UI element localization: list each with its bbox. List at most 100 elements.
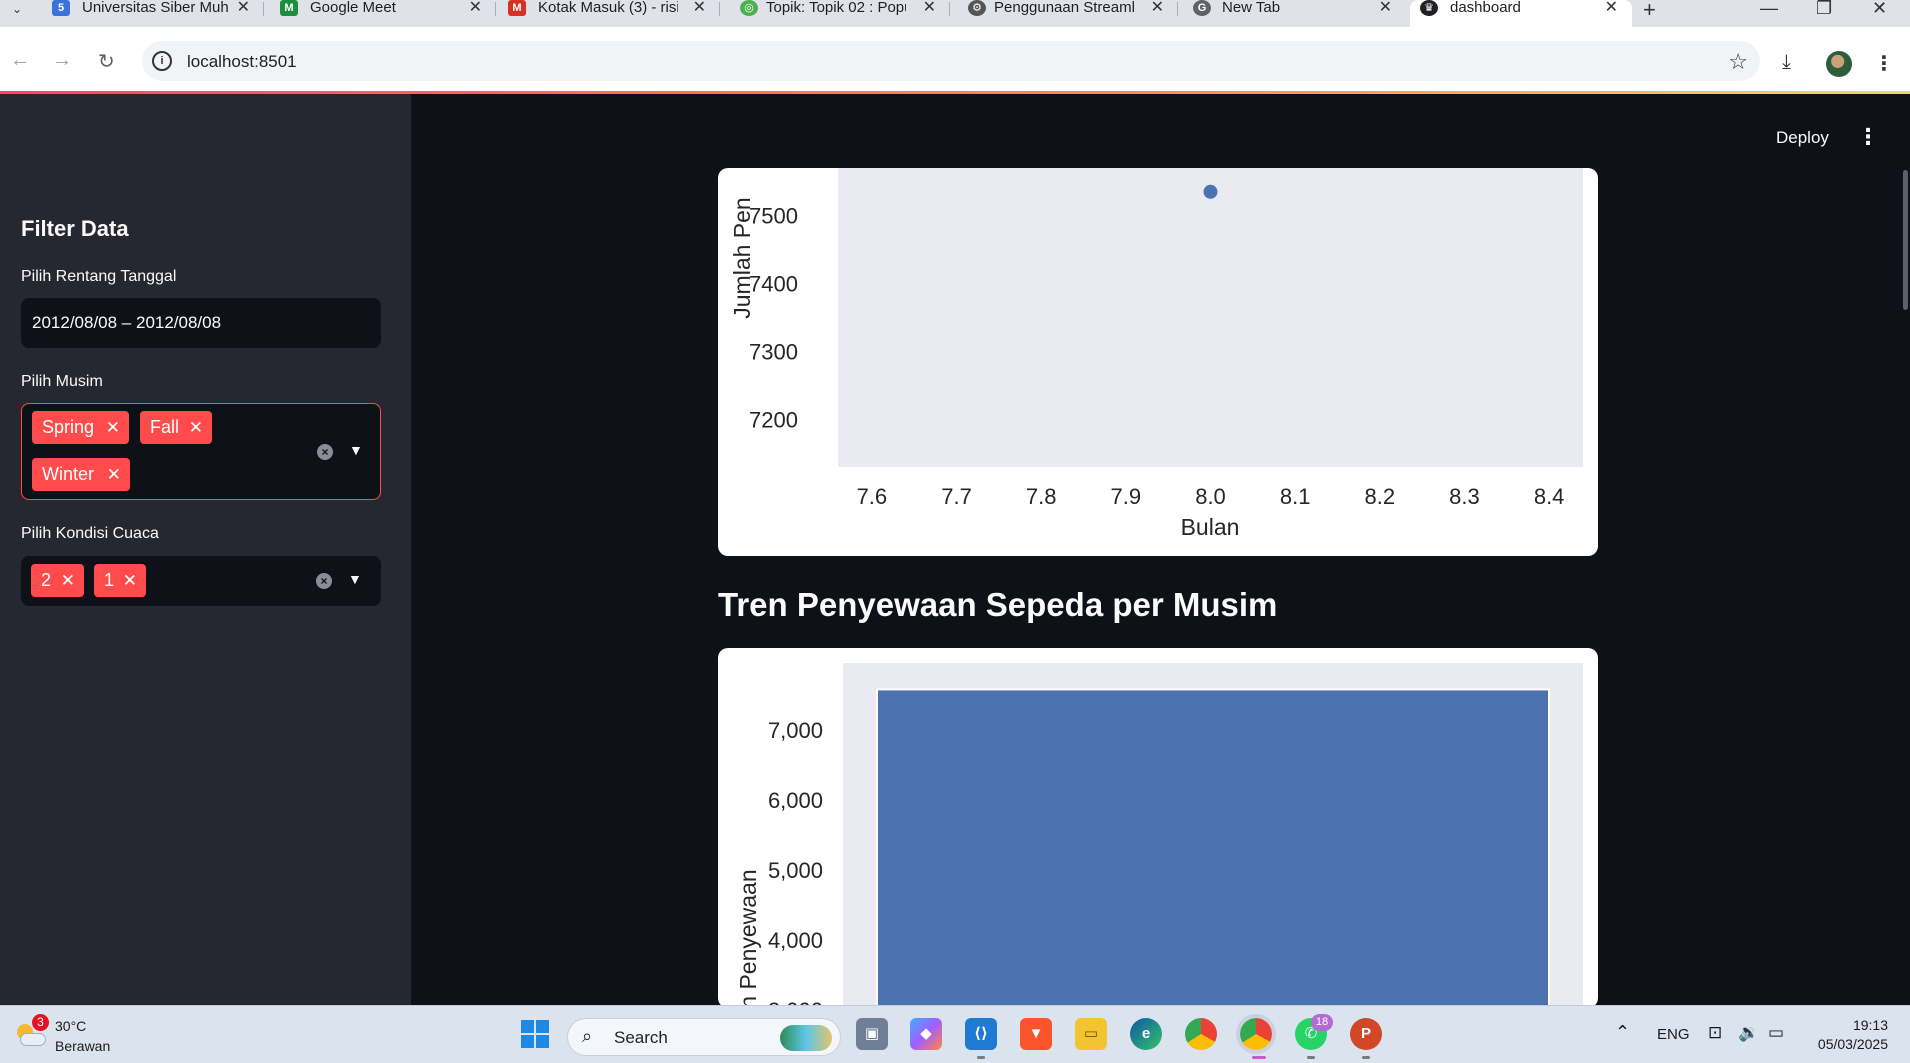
season-multiselect[interactable]: Spring ✕ Fall ✕ Winter ✕ × ▼ [21,403,381,500]
chip-remove-icon[interactable]: ✕ [188,418,203,437]
battery-icon[interactable]: ▭ [1768,1023,1785,1042]
deploy-button[interactable]: Deploy [1776,128,1829,147]
new-tab-button[interactable]: + [1643,0,1656,22]
file-explorer-icon[interactable]: ▭ [1075,1018,1107,1050]
forward-icon[interactable]: → [52,49,72,71]
close-window-icon[interactable]: ✕ [1872,0,1888,18]
browser-tab[interactable]: M Google Meet ✕ [268,0,496,27]
y-tick-label: 5,000 [768,858,823,883]
tab-close-icon[interactable]: ✕ [1378,0,1392,16]
x-tick-label: 8.0 [1195,484,1226,509]
browser-tab[interactable]: ◎ Topik: Topik 02 : Popu ✕ [730,0,950,27]
y-tick-label: 4,000 [768,928,823,953]
tab-title: Google Meet [310,0,396,16]
taskbar-search[interactable]: ⌕ Search [567,1018,841,1056]
tab-title: Kotak Masuk (3) - risi [538,0,678,16]
download-icon[interactable]: ⤓ [1782,51,1791,73]
weather-chip-label: 1 [104,570,115,590]
clear-all-icon[interactable]: × [317,444,333,460]
site-info-icon[interactable]: i [152,51,172,71]
search-icon: ⌕ [582,1026,593,1046]
weather-condition[interactable]: Berawan [55,1038,111,1054]
windows-start-icon[interactable] [519,1018,551,1050]
volume-icon[interactable]: 🔉 [1738,1023,1760,1042]
browser-tab-active[interactable]: ♛ dashboard ✕ [1410,0,1632,27]
show-hidden-icons-icon[interactable]: ⌃ [1615,1022,1631,1042]
clear-all-icon[interactable]: × [316,573,332,589]
minimize-icon[interactable]: — [1760,0,1778,18]
taskbar: 3 30°C Berawan ⌕ Search ▣ ◆ ⟨⟩ ▼ ▭ e ✆ 1… [0,1005,1910,1063]
tab-close-icon[interactable]: ✕ [468,0,482,16]
system-clock[interactable]: 19:13 05/03/2025 [1818,1016,1888,1054]
tab-search-chevron-icon[interactable]: ⌄ [11,2,23,16]
sidebar [0,94,411,1005]
app-decoration-bar [0,91,1910,94]
y-tick-label: 7400 [749,272,798,297]
bookmark-star-icon[interactable]: ☆ [1728,49,1748,74]
date-range-input[interactable]: 2012/08/08 – 2012/08/08 [21,298,381,348]
season-chip-label: Winter [42,464,95,484]
tab-favicon-icon: ◎ [740,0,758,16]
clock-date: 05/03/2025 [1817,1036,1888,1052]
clock-time: 19:13 [1852,1017,1888,1033]
powerpoint-icon[interactable]: P [1350,1018,1382,1050]
x-tick-label: 7.6 [857,484,888,509]
weather-icon[interactable] [14,1024,46,1046]
vscode-icon[interactable]: ⟨⟩ [965,1018,997,1050]
chevron-down-icon[interactable]: ▼ [349,442,363,458]
weather-multiselect[interactable]: 2 ✕ 1 ✕ × ▼ [21,556,381,606]
tab-close-icon[interactable]: ✕ [1604,0,1618,16]
search-highlight-icon [780,1025,832,1051]
copilot-icon[interactable]: ◆ [910,1018,942,1050]
chrome-icon[interactable] [1185,1018,1217,1050]
chevron-down-icon[interactable]: ▼ [348,571,362,587]
y-tick-label: 3,000 [768,998,823,1008]
restore-icon[interactable]: ❐ [1816,0,1833,18]
y-tick-label: 7200 [749,407,798,432]
chip-remove-icon[interactable]: ✕ [122,571,137,590]
tab-close-icon[interactable]: ✕ [236,0,250,16]
chip-remove-icon[interactable]: ✕ [106,465,121,484]
season-chip[interactable]: Spring ✕ [32,411,129,444]
main-scrollbar[interactable] [1903,170,1908,310]
chrome-active-icon[interactable] [1236,1014,1276,1054]
x-tick-label: 8.3 [1449,484,1480,509]
back-icon[interactable]: ← [10,49,30,71]
browser-tab[interactable]: 5 Universitas Siber Muh ✕ [42,0,264,27]
chip-remove-icon[interactable]: ✕ [105,418,120,437]
chip-remove-icon[interactable]: ✕ [60,571,75,590]
browser-tab[interactable]: M Kotak Masuk (3) - risi ✕ [500,0,720,27]
season-chip[interactable]: Winter ✕ [32,458,130,491]
reload-icon[interactable]: ↻ [98,51,115,73]
task-view-icon[interactable]: ▣ [856,1018,888,1050]
browser-menu-icon[interactable]: ⋮ [1874,53,1894,75]
weather-chip[interactable]: 2 ✕ [31,564,84,597]
browser-tab[interactable]: G New Tab ✕ [1186,0,1406,27]
season-chip[interactable]: Fall ✕ [140,411,212,444]
language-indicator[interactable]: ENG [1657,1026,1690,1043]
temperature[interactable]: 30°C [55,1018,87,1034]
tab-favicon-icon: ♛ [1420,0,1438,16]
address-bar[interactable]: i localhost:8501 ☆ [142,41,1760,81]
weather-chip[interactable]: 1 ✕ [94,564,146,597]
tab-title: Penggunaan Streaml [994,0,1134,16]
season-chip-label: Spring [42,417,95,437]
network-icon[interactable]: ⊡ [1708,1023,1723,1042]
tab-close-icon[interactable]: ✕ [1150,0,1164,16]
brave-icon[interactable]: ▼ [1020,1018,1052,1050]
browser-toolbar: ← → ↻ i localhost:8501 ☆ ⤓ ⋮ [0,27,1910,91]
profile-avatar[interactable] [1826,51,1852,77]
y-axis-label: Jumlah Pen [729,197,755,318]
tab-title: Universitas Siber Muh [82,0,229,16]
url-text[interactable]: localhost:8501 [187,52,297,71]
scatter-chart: 7500 7400 7300 7200 7.6 7.7 7.8 7.9 8.0 8.1 8.2 8.… [729,168,1583,540]
y-tick-label: 6,000 [768,788,823,813]
app-menu-icon[interactable]: ⋮ [1857,124,1879,149]
scatter-chart-card: 7500 7400 7300 7200 7.6 7.7 7.8 7.9 8.0 8.1 8.2 8.… [718,168,1598,556]
tab-title: dashboard [1450,0,1521,16]
edge-icon[interactable]: e [1130,1018,1162,1050]
browser-tab[interactable]: ⚙ Penggunaan Streaml ✕ [958,0,1178,27]
tab-close-icon[interactable]: ✕ [922,0,936,16]
tab-close-icon[interactable]: ✕ [692,0,706,16]
section-title: Tren Penyewaan Sepeda per Musim [718,586,1278,623]
